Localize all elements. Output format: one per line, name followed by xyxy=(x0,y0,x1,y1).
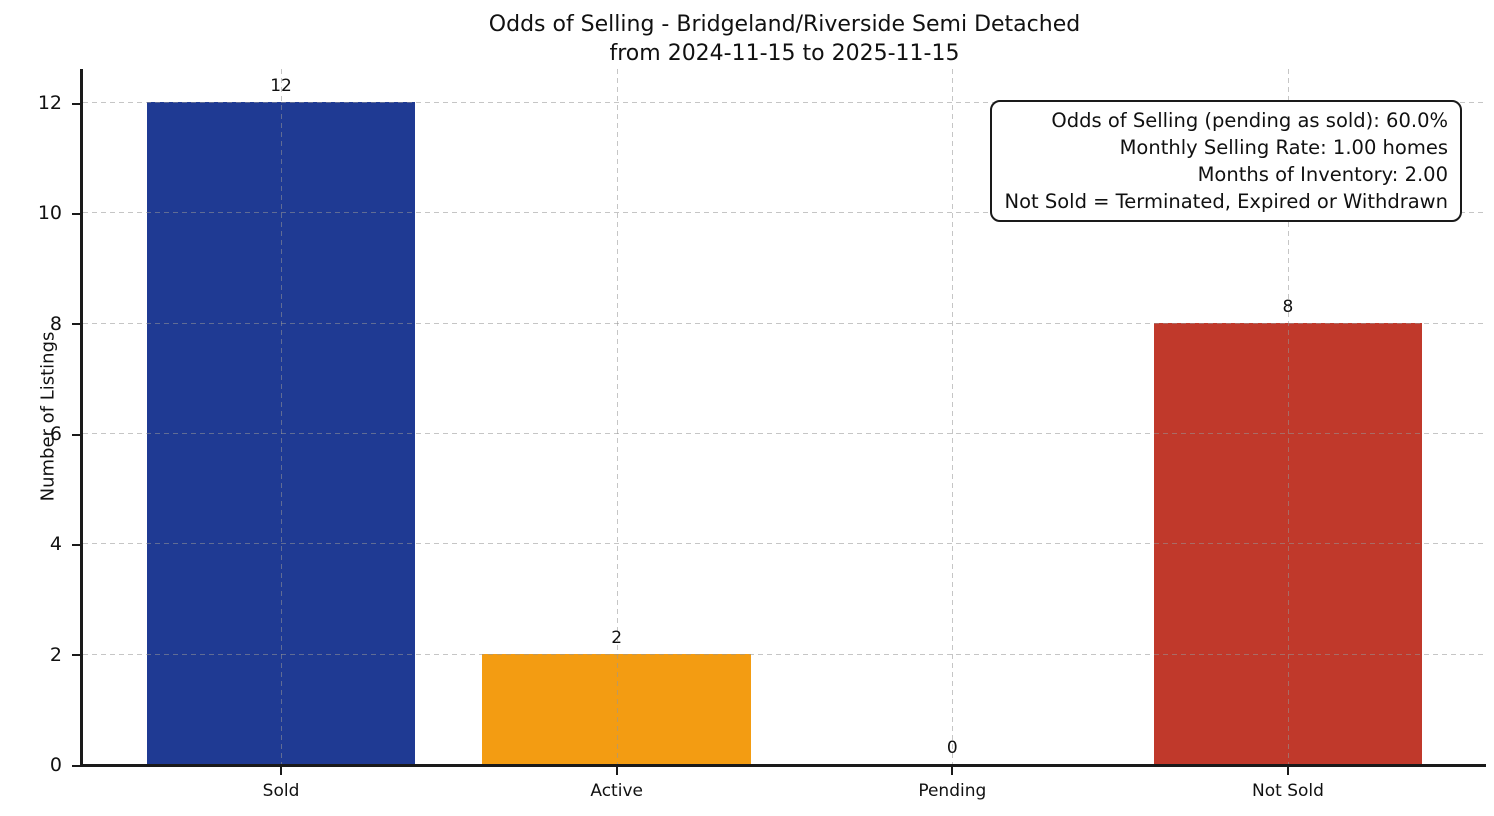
gridline-x-active xyxy=(616,69,618,764)
chart-title: Odds of Selling - Bridgeland/Riverside S… xyxy=(83,10,1486,68)
gridline-x-sold xyxy=(281,69,283,764)
y-tick-4 xyxy=(72,543,80,546)
gridline-y-4 xyxy=(83,543,1486,545)
chart-title-line2: from 2024-11-15 to 2025-11-15 xyxy=(609,41,960,66)
chart-title-line1: Odds of Selling - Bridgeland/Riverside S… xyxy=(488,12,1081,37)
gridline-y-8 xyxy=(83,322,1486,324)
annotation-not-sold-definition: Not Sold = Terminated, Expired or Withdr… xyxy=(1004,190,1448,213)
x-tick-label-pending: Pending xyxy=(918,781,987,801)
y-tick-label-2: 2 xyxy=(49,643,62,666)
y-tick-12 xyxy=(72,102,80,105)
bar-active xyxy=(482,653,751,764)
x-tick-label-sold: Sold xyxy=(262,781,300,801)
bar-value-pending: 0 xyxy=(946,738,958,758)
x-axis-spine xyxy=(80,764,1486,767)
y-tick-label-8: 8 xyxy=(49,312,62,335)
y-tick-label-0: 0 xyxy=(49,754,62,776)
gridline-y-12 xyxy=(83,102,1486,104)
bar-value-sold: 12 xyxy=(270,76,292,97)
gridline-y-6 xyxy=(83,433,1486,435)
annotation-months-of-inventory: Months of Inventory: 2.00 xyxy=(1197,163,1448,186)
bar-value-not-sold: 8 xyxy=(1282,296,1294,317)
stats-annotation-box: Odds of Selling (pending as sold): 60.0%… xyxy=(990,100,1462,222)
annotation-odds-of-selling: Odds of Selling (pending as sold): 60.0% xyxy=(1051,109,1448,132)
bar-value-active: 2 xyxy=(611,627,623,648)
y-tick-2 xyxy=(72,654,80,657)
x-tick-label-not-sold: Not Sold xyxy=(1252,781,1324,801)
x-tick-active xyxy=(615,767,618,775)
y-tick-10 xyxy=(72,212,80,215)
y-tick-0 xyxy=(72,764,80,767)
y-axis-spine xyxy=(80,69,83,767)
gridline-y-2 xyxy=(83,653,1486,655)
x-tick-label-active: Active xyxy=(590,781,643,801)
gridline-x-not-sold xyxy=(1287,69,1289,764)
gridline-y-10 xyxy=(83,212,1486,214)
y-tick-8 xyxy=(72,323,80,326)
x-tick-not-sold xyxy=(1286,767,1289,775)
bar-not-sold xyxy=(1153,322,1423,764)
y-tick-6 xyxy=(72,433,80,436)
gridline-x-pending xyxy=(952,69,954,764)
y-tick-label-12: 12 xyxy=(37,92,62,115)
annotation-monthly-selling-rate: Monthly Selling Rate: 1.00 homes xyxy=(1119,136,1448,159)
y-tick-label-10: 10 xyxy=(37,202,62,225)
y-axis-label: Number of Listings xyxy=(37,331,59,502)
x-tick-sold xyxy=(280,767,283,775)
x-tick-pending xyxy=(951,767,954,775)
y-tick-label-6: 6 xyxy=(49,423,62,446)
y-tick-label-4: 4 xyxy=(49,533,62,556)
